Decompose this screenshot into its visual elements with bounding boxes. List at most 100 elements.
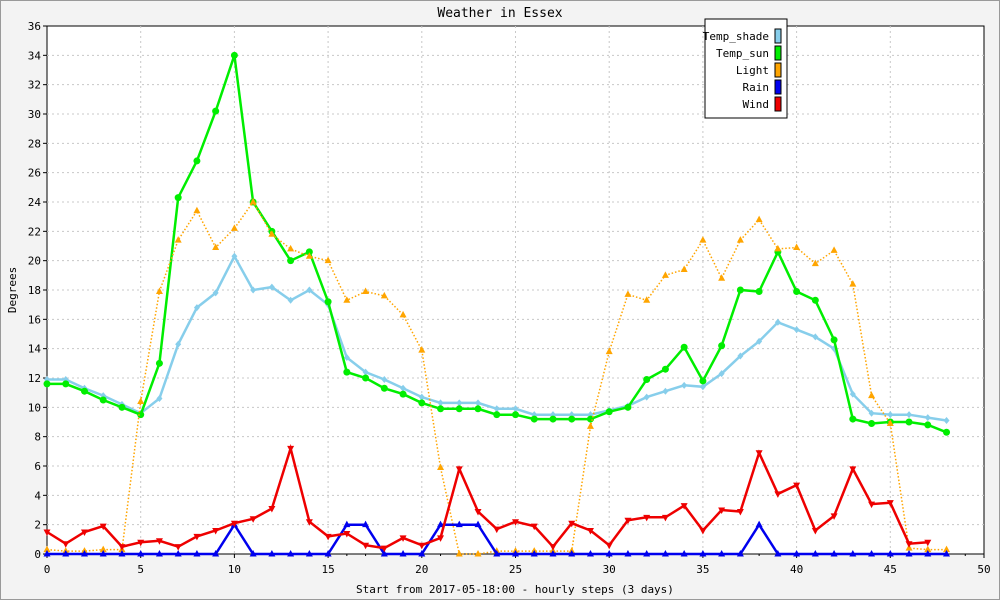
legend-label-rain: Rain bbox=[743, 81, 770, 94]
wind-point bbox=[418, 542, 426, 550]
wind-point bbox=[512, 519, 519, 526]
y-tick-label: 2 bbox=[34, 519, 41, 532]
rain-point bbox=[568, 550, 576, 557]
series-wind bbox=[43, 443, 932, 553]
temp-shade-point bbox=[250, 286, 257, 294]
temp-sun-point bbox=[43, 380, 51, 388]
wind-point bbox=[905, 541, 913, 548]
light-point bbox=[399, 310, 407, 318]
light-point bbox=[249, 198, 257, 205]
light-point bbox=[305, 252, 313, 259]
wind-point bbox=[586, 528, 594, 535]
rain-point bbox=[624, 550, 632, 557]
temp-sun-point bbox=[212, 107, 220, 115]
temp-sun-point bbox=[905, 418, 913, 426]
light-point bbox=[774, 244, 782, 252]
light-point bbox=[43, 545, 51, 553]
x-tick-label: 15 bbox=[321, 563, 334, 576]
legend-label-temp-shade: Temp_shade bbox=[703, 30, 769, 43]
temp-shade-point bbox=[175, 340, 182, 348]
rain-point bbox=[493, 550, 501, 557]
rain-point bbox=[437, 520, 445, 528]
temp-sun-point bbox=[924, 421, 932, 429]
rain-point bbox=[62, 550, 70, 557]
y-tick-label: 4 bbox=[34, 489, 41, 502]
rain-point bbox=[343, 520, 351, 528]
temp-shade-point bbox=[475, 399, 482, 407]
chart-title: Weather in Essex bbox=[437, 6, 562, 21]
y-tick-label: 36 bbox=[28, 20, 41, 33]
temp-sun-point bbox=[605, 408, 613, 416]
light-point bbox=[849, 280, 857, 287]
temp-shade-point bbox=[699, 383, 706, 391]
wind-point bbox=[193, 533, 201, 541]
series bbox=[43, 51, 951, 557]
rain-point bbox=[174, 550, 182, 557]
light-point bbox=[718, 274, 726, 281]
light-point bbox=[99, 545, 107, 553]
wind-point bbox=[118, 544, 126, 551]
rain-point bbox=[455, 520, 463, 528]
temp-shade-point bbox=[287, 296, 294, 304]
wind-point bbox=[287, 445, 295, 453]
rain-point bbox=[512, 550, 519, 557]
light-point bbox=[830, 246, 838, 253]
light-point bbox=[943, 545, 951, 553]
wind-point bbox=[774, 491, 782, 498]
rain-point bbox=[586, 550, 594, 557]
temp-sun-point bbox=[755, 287, 763, 295]
wind-point bbox=[268, 506, 276, 513]
temp-shade-point bbox=[662, 387, 669, 395]
rain-point bbox=[418, 550, 426, 557]
temp-shade-point bbox=[381, 375, 388, 383]
x-tick-label: 5 bbox=[137, 563, 144, 576]
temp-sun-point bbox=[624, 403, 632, 411]
x-tick-label: 30 bbox=[603, 563, 616, 576]
light-point bbox=[193, 206, 201, 214]
y-tick-label: 16 bbox=[28, 313, 41, 326]
temp-shade-point bbox=[212, 289, 219, 297]
light-point bbox=[212, 243, 220, 250]
y-tick-label: 32 bbox=[28, 79, 41, 92]
temp-shade-point bbox=[868, 409, 875, 417]
y-tick-label: 22 bbox=[28, 225, 41, 238]
light-point bbox=[699, 236, 707, 243]
wind-point bbox=[605, 542, 613, 550]
rain-point bbox=[155, 550, 163, 557]
temp-shade-point bbox=[793, 326, 800, 334]
temp-sun-point bbox=[474, 405, 482, 413]
temp-shade-point bbox=[643, 393, 650, 401]
temp-sun-point bbox=[793, 287, 801, 295]
wind-point bbox=[230, 520, 238, 528]
rain-point bbox=[212, 550, 220, 557]
x-tick-label: 50 bbox=[977, 563, 990, 576]
wind-point bbox=[362, 542, 370, 550]
y-tick-label: 6 bbox=[34, 460, 41, 473]
temp-sun-point bbox=[155, 359, 163, 367]
rain-point bbox=[305, 550, 313, 557]
light-point bbox=[343, 296, 351, 303]
y-tick-label: 20 bbox=[28, 255, 41, 268]
rain-point bbox=[399, 550, 407, 557]
legend-label-wind: Wind bbox=[743, 98, 770, 111]
x-tick-label: 20 bbox=[415, 563, 428, 576]
light-point bbox=[586, 422, 594, 429]
wind-point bbox=[830, 513, 838, 520]
temp-sun-point bbox=[62, 380, 70, 388]
wind-point bbox=[62, 541, 70, 548]
wind-point bbox=[155, 538, 163, 545]
y-tick-label: 14 bbox=[28, 343, 42, 356]
legend-swatch-wind bbox=[774, 96, 782, 112]
temp-sun-point bbox=[343, 368, 351, 376]
legend: Temp_shade Temp_sun Light Rain Wind bbox=[703, 18, 788, 119]
light-point bbox=[643, 296, 651, 303]
light-point bbox=[793, 243, 801, 250]
temp-shade-point bbox=[924, 414, 931, 422]
rain-point bbox=[99, 550, 107, 557]
rain-point bbox=[661, 550, 669, 557]
rain-point bbox=[474, 520, 482, 528]
rain-point bbox=[137, 550, 145, 557]
wind-point bbox=[699, 528, 707, 535]
wind-point bbox=[924, 539, 932, 547]
